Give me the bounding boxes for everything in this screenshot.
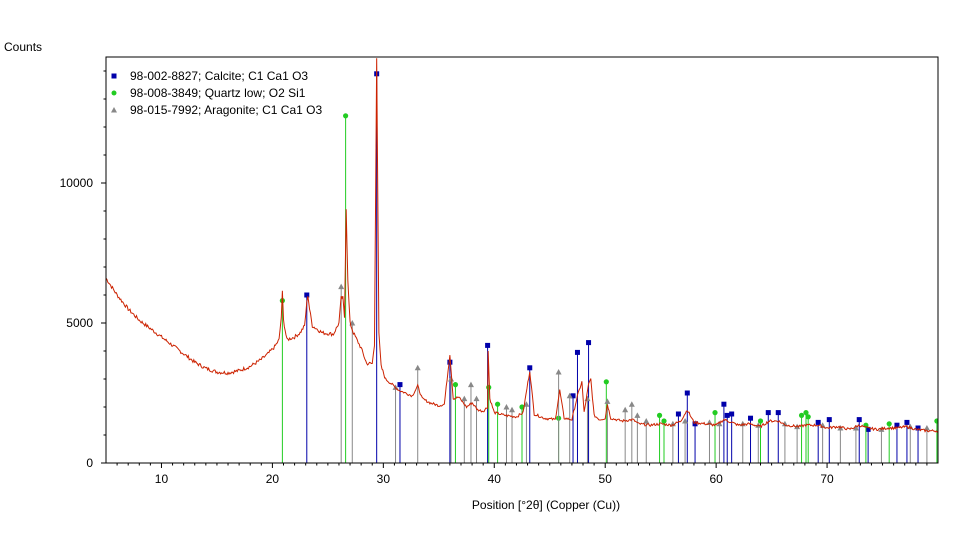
y-tick-label: 0: [86, 456, 93, 470]
reference-peak-marker: [523, 401, 530, 407]
reference-peak-marker: [798, 412, 805, 418]
reference-peak-marker: [634, 412, 641, 418]
reference-peak-marker: [604, 398, 611, 404]
reference-peak-marker: [675, 411, 681, 417]
reference-peak-marker: [865, 426, 871, 432]
reference-peak-marker: [473, 395, 480, 402]
reference-peak-marker: [729, 411, 735, 417]
series-0-sticks: [304, 71, 921, 463]
x-tick-label: 10: [155, 472, 169, 486]
reference-peak-marker: [461, 395, 468, 402]
reference-peak-marker: [584, 395, 591, 402]
reference-peak-marker: [519, 404, 525, 410]
reference-peak-marker: [757, 418, 764, 424]
reference-peak-marker: [904, 419, 910, 425]
reference-peak-marker: [826, 417, 832, 423]
reference-peak-marker: [724, 412, 730, 418]
reference-peak-marker: [467, 381, 474, 388]
reference-peak-marker: [923, 425, 930, 431]
y-tick-label: 10000: [60, 176, 94, 190]
x-tick-label: 70: [820, 472, 834, 486]
reference-peak-marker: [486, 384, 492, 390]
reference-peak-marker: [781, 420, 788, 427]
y-tick-label: 5000: [66, 316, 93, 330]
plot-area: [106, 58, 938, 463]
x-axis-title: Position [°2θ] (Copper (Cu)): [472, 498, 620, 512]
reference-peak-marker: [622, 406, 629, 413]
reference-peak-marker: [775, 410, 781, 416]
x-tick-label: 20: [266, 472, 280, 486]
reference-peak-marker: [765, 410, 771, 416]
reference-peak-marker: [452, 382, 459, 388]
reference-peak-marker: [656, 412, 663, 418]
reference-peak-marker: [682, 418, 689, 424]
reference-peak-marker: [509, 406, 516, 413]
legend-label: 98-015-7992; Aragonite; C1 Ca1 O3: [130, 103, 322, 117]
legend: 98-002-8827; Calcite; C1 Ca1 O3 98-008-38…: [111, 69, 322, 117]
reference-peak-marker: [527, 365, 533, 371]
legend-label: 98-002-8827; Calcite; C1 Ca1 O3: [130, 69, 308, 83]
reference-peak-marker: [748, 415, 754, 421]
reference-peak-marker: [856, 417, 862, 423]
axis-ticks: 10 20 30 40 50 60 70 0 5000 10000: [60, 70, 928, 486]
reference-peak-marker: [494, 401, 501, 407]
series-1-sticks: [279, 113, 938, 463]
measured-pattern-line: [106, 58, 938, 433]
legend-marker: [111, 73, 117, 79]
reference-peak-marker: [915, 425, 921, 431]
reference-peak-marker: [447, 359, 453, 365]
legend-label: 98-008-3849; Quartz low; O2 Si1: [130, 86, 306, 100]
reference-peak-marker: [397, 382, 403, 388]
x-tick-label: 40: [488, 472, 502, 486]
reference-peak-marker: [414, 364, 421, 371]
reference-peak-marker: [503, 404, 510, 410]
x-tick-label: 30: [377, 472, 391, 486]
reference-peak-marker: [661, 418, 667, 424]
reference-peak-marker: [570, 393, 576, 399]
reference-peak-marker: [721, 401, 727, 407]
reference-peak-marker: [566, 392, 573, 399]
reference-peak-marker: [643, 418, 650, 424]
reference-peak-marker: [586, 340, 592, 346]
reference-peak-marker: [894, 422, 900, 428]
x-tick-label: 50: [599, 472, 613, 486]
reference-peak-marker: [304, 292, 310, 298]
reference-peak-marker: [815, 419, 821, 425]
reference-peak-marker: [603, 379, 609, 385]
plot-frame: [105, 56, 939, 464]
reference-peak-marker: [338, 283, 345, 290]
reference-peak-marker: [852, 425, 859, 431]
reference-peak-marker: [934, 418, 938, 424]
legend-marker: [111, 107, 117, 113]
legend-marker: [111, 90, 117, 96]
reference-peak-marker: [628, 401, 635, 407]
reference-peak-marker: [485, 342, 491, 348]
reference-peak-marker: [684, 390, 690, 396]
reference-peak-marker: [716, 420, 723, 427]
reference-peak-marker: [574, 349, 580, 355]
reference-peak-marker: [555, 369, 562, 375]
reference-peak-marker: [343, 113, 349, 119]
reference-peak-marker: [803, 410, 809, 416]
reference-peak-marker: [805, 414, 811, 420]
reference-peak-marker: [886, 421, 892, 427]
x-tick-label: 60: [709, 472, 723, 486]
reference-peak-marker: [448, 376, 455, 382]
y-axis-title: Counts: [4, 40, 42, 54]
series-2-sticks: [338, 283, 930, 463]
reference-peak-marker: [712, 410, 718, 416]
